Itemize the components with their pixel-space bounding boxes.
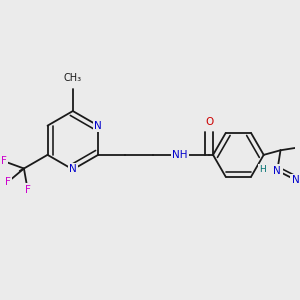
Text: F: F: [25, 184, 31, 195]
Text: CH₃: CH₃: [64, 73, 82, 83]
Text: N: N: [292, 175, 299, 185]
Text: F: F: [4, 177, 10, 187]
Text: N: N: [273, 166, 281, 176]
Text: H: H: [259, 165, 266, 174]
Text: O: O: [205, 117, 213, 127]
Text: NH: NH: [172, 150, 188, 160]
Text: N: N: [94, 121, 102, 131]
Text: N: N: [69, 164, 77, 175]
Text: F: F: [1, 156, 7, 166]
